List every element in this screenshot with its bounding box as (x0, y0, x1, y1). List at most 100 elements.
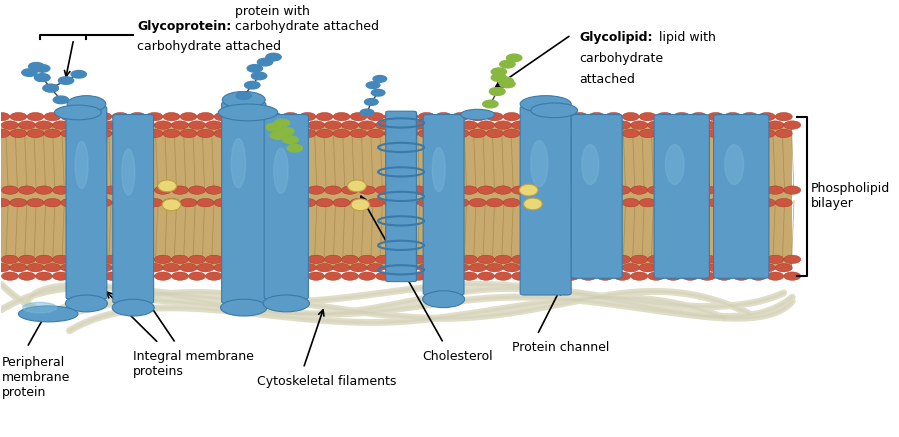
Ellipse shape (530, 141, 547, 187)
Circle shape (282, 198, 299, 207)
FancyBboxPatch shape (654, 114, 709, 278)
Circle shape (563, 121, 580, 129)
Circle shape (367, 112, 384, 121)
Circle shape (460, 255, 477, 264)
Circle shape (427, 121, 443, 129)
Circle shape (460, 121, 477, 129)
Circle shape (690, 129, 708, 138)
Circle shape (273, 272, 290, 280)
Circle shape (95, 112, 112, 121)
Circle shape (61, 129, 78, 138)
Circle shape (248, 129, 265, 138)
Circle shape (500, 80, 515, 88)
Ellipse shape (18, 306, 78, 322)
Circle shape (27, 264, 44, 272)
Circle shape (256, 272, 273, 280)
Circle shape (78, 264, 95, 272)
Circle shape (172, 272, 189, 280)
Ellipse shape (67, 96, 106, 112)
Circle shape (563, 186, 580, 194)
Circle shape (622, 198, 639, 207)
FancyBboxPatch shape (571, 114, 622, 278)
Circle shape (571, 264, 588, 272)
Circle shape (410, 121, 427, 129)
Circle shape (71, 70, 86, 78)
Circle shape (733, 272, 750, 280)
Circle shape (452, 198, 469, 207)
Circle shape (435, 129, 452, 138)
Circle shape (733, 121, 750, 129)
Circle shape (376, 186, 393, 194)
Circle shape (52, 186, 69, 194)
Circle shape (537, 112, 554, 121)
Circle shape (239, 186, 256, 194)
Circle shape (580, 255, 597, 264)
Circle shape (384, 264, 401, 272)
Circle shape (155, 255, 172, 264)
Circle shape (22, 69, 37, 76)
Circle shape (477, 186, 494, 194)
Circle shape (521, 198, 537, 207)
Circle shape (359, 121, 376, 129)
Circle shape (498, 77, 513, 85)
Ellipse shape (263, 295, 309, 312)
Circle shape (138, 186, 155, 194)
Circle shape (2, 121, 18, 129)
Circle shape (239, 255, 256, 264)
Circle shape (307, 255, 325, 264)
Circle shape (418, 129, 435, 138)
Circle shape (529, 186, 546, 194)
Ellipse shape (158, 180, 176, 192)
Circle shape (639, 264, 656, 272)
Circle shape (546, 121, 563, 129)
Circle shape (265, 264, 282, 272)
Circle shape (494, 186, 512, 194)
Circle shape (350, 112, 367, 121)
Circle shape (120, 186, 138, 194)
Circle shape (18, 272, 35, 280)
Ellipse shape (122, 149, 135, 195)
Circle shape (342, 121, 359, 129)
Circle shape (750, 121, 767, 129)
Circle shape (767, 272, 784, 280)
Circle shape (257, 58, 272, 66)
Circle shape (477, 121, 494, 129)
Circle shape (512, 272, 529, 280)
Circle shape (639, 112, 656, 121)
Circle shape (248, 264, 265, 272)
Circle shape (571, 198, 588, 207)
Circle shape (393, 186, 410, 194)
Circle shape (359, 186, 376, 194)
Circle shape (245, 81, 260, 89)
Circle shape (435, 264, 452, 272)
FancyBboxPatch shape (66, 106, 107, 299)
Circle shape (27, 129, 44, 138)
Circle shape (18, 255, 35, 264)
Circle shape (733, 186, 750, 194)
Circle shape (35, 186, 52, 194)
Circle shape (342, 272, 359, 280)
Circle shape (656, 129, 673, 138)
Circle shape (554, 129, 571, 138)
Circle shape (614, 255, 631, 264)
Circle shape (316, 264, 333, 272)
Circle shape (95, 198, 112, 207)
Circle shape (605, 198, 622, 207)
Circle shape (78, 129, 95, 138)
Circle shape (61, 198, 78, 207)
FancyBboxPatch shape (264, 114, 308, 299)
Circle shape (222, 255, 239, 264)
Circle shape (163, 198, 180, 207)
Circle shape (231, 112, 248, 121)
FancyBboxPatch shape (714, 114, 769, 278)
Circle shape (359, 255, 376, 264)
Circle shape (52, 272, 69, 280)
Circle shape (371, 90, 385, 96)
Circle shape (266, 53, 281, 61)
Ellipse shape (274, 148, 288, 193)
Circle shape (35, 255, 52, 264)
Circle shape (290, 255, 307, 264)
Ellipse shape (231, 139, 245, 188)
Circle shape (290, 272, 307, 280)
Circle shape (571, 129, 588, 138)
